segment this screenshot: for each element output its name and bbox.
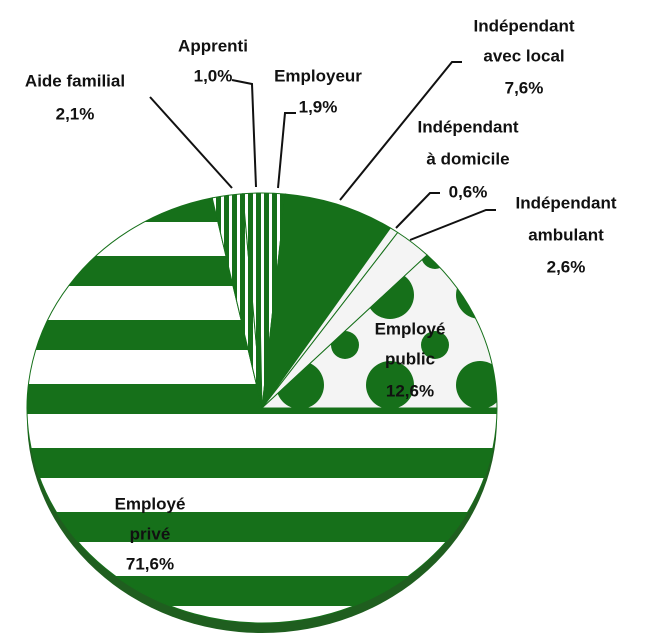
- category-label: Employé: [115, 494, 186, 513]
- value-label: 0,6%: [449, 182, 488, 201]
- value-label: 1,9%: [299, 97, 338, 116]
- value-label: 12,6%: [386, 381, 434, 400]
- category-label: Apprenti: [178, 36, 248, 55]
- leader-line: [409, 209, 496, 241]
- leader-line: [339, 61, 462, 201]
- value-label: 2,1%: [56, 104, 95, 123]
- leader-line: [395, 192, 440, 229]
- leader-line: [277, 112, 296, 189]
- pie-slice: [261, 193, 392, 410]
- leader-line: [231, 79, 257, 188]
- category-label: avec local: [483, 46, 564, 65]
- pie-slice: [260, 254, 498, 409]
- category-label: Indépendant: [473, 16, 574, 35]
- category-label: public: [385, 349, 435, 368]
- category-label: ambulant: [528, 225, 604, 244]
- category-label: Indépendant: [515, 193, 616, 212]
- category-label: privé: [130, 524, 171, 543]
- value-label: 2,6%: [547, 257, 586, 276]
- category-label: à domicile: [426, 149, 509, 168]
- category-label: Aide familial: [25, 71, 125, 90]
- value-label: 7,6%: [505, 78, 544, 97]
- pie-slice: [26, 197, 498, 624]
- category-label: Indépendant: [417, 117, 518, 136]
- value-label: 1,0%: [194, 66, 233, 85]
- leader-line: [149, 96, 233, 189]
- category-label: Employeur: [274, 66, 362, 85]
- category-label: Employé: [375, 319, 446, 338]
- value-label: 71,6%: [126, 554, 174, 573]
